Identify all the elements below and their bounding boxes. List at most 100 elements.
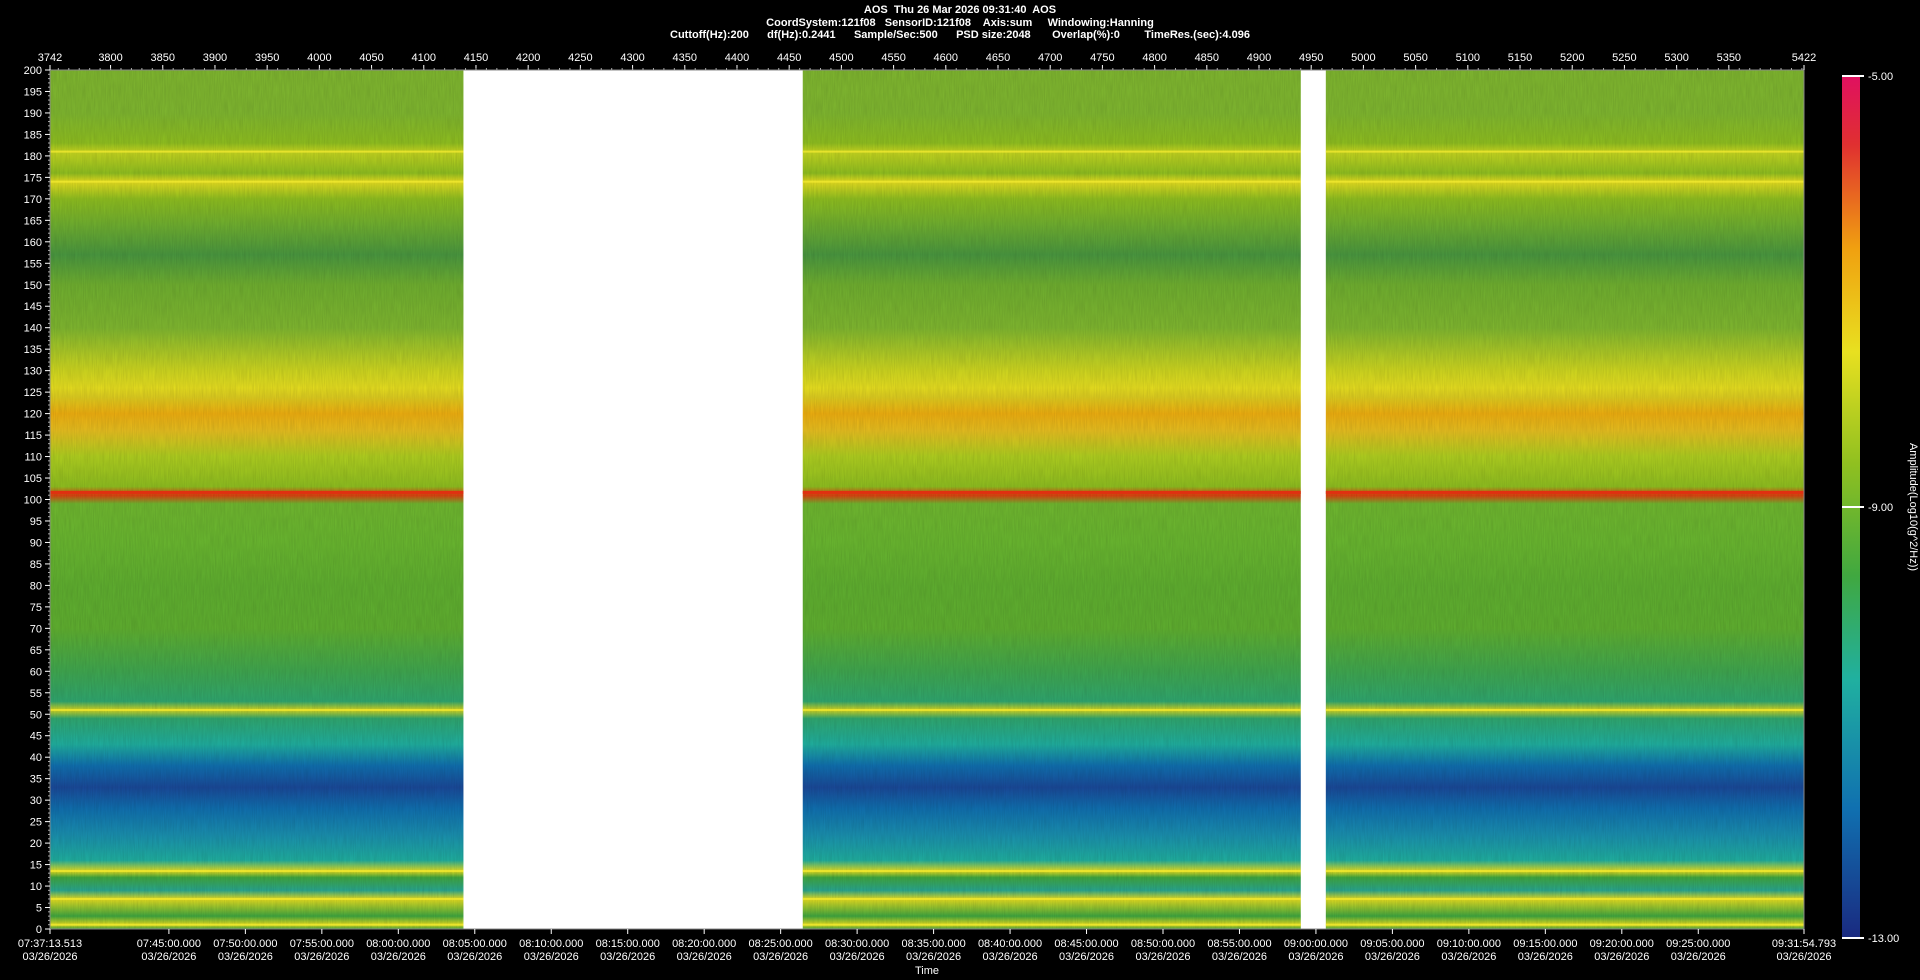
x-time-tick-label: 08:05:00.000 — [443, 938, 507, 950]
x-time-tick-label: 08:15:00.000 — [596, 938, 660, 950]
y-tick-label: 115 — [24, 430, 42, 442]
y-tick-label: 120 — [24, 409, 42, 421]
x-date-tick-label: 03/26/2026 — [371, 951, 426, 963]
x-date-tick-label: 03/26/2026 — [1441, 951, 1496, 963]
x-top-tick-label: 4550 — [881, 52, 905, 64]
x-date-tick-label: 03/26/2026 — [1059, 951, 1114, 963]
y-tick-label: 50 — [30, 709, 42, 721]
y-tick-label: 60 — [30, 666, 42, 678]
y-tick-label: 125 — [24, 387, 42, 399]
x-time-tick-label: 09:15:00.000 — [1513, 938, 1577, 950]
x-top-tick-label: 4350 — [673, 52, 697, 64]
x-top-tick-label: 5250 — [1612, 52, 1636, 64]
spectrogram-segment-2 — [802, 70, 1301, 929]
x-top-tick-label: 3800 — [98, 52, 122, 64]
x-time-tick-label: 08:25:00.000 — [749, 938, 813, 950]
x-top-tick-label: 4500 — [829, 52, 853, 64]
x-time-tick-label: 09:31:54.793 — [1772, 938, 1836, 950]
y-tick-label: 200 — [24, 65, 42, 77]
x-top-tick-label: 3742 — [38, 52, 62, 64]
colorbar-tick-label: -5.00 — [1868, 71, 1893, 83]
y-tick-label: 0 — [36, 924, 42, 936]
x-top-tick-label: 4950 — [1299, 52, 1323, 64]
y-tick-label: 35 — [30, 774, 42, 786]
colorbar-label: Amplitude(Log10(g^2/Hz)) — [1907, 443, 1919, 571]
x-date-tick-label: 03/26/2026 — [218, 951, 273, 963]
x-time-tick-label: 08:45:00.000 — [1054, 938, 1118, 950]
x-time-tick-label: 08:35:00.000 — [901, 938, 965, 950]
x-date-tick-label: 03/26/2026 — [1776, 951, 1831, 963]
y-tick-label: 45 — [30, 731, 42, 743]
y-tick-label: 185 — [24, 129, 42, 141]
band-line — [1325, 180, 1804, 183]
y-tick-label: 195 — [24, 86, 42, 98]
x-top-tick-label: 4850 — [1195, 52, 1219, 64]
x-date-tick-label: 03/26/2026 — [1212, 951, 1267, 963]
x-top-tick-label: 4250 — [568, 52, 592, 64]
band-line — [1325, 923, 1804, 926]
spectrogram-texture — [1325, 70, 1804, 929]
band-line-101hz — [1325, 490, 1804, 494]
x-top-tick-label: 4600 — [934, 52, 958, 64]
y-tick-label: 85 — [30, 559, 42, 571]
x-time-tick-label: 07:37:13.513 — [18, 938, 82, 950]
y-tick-label: 5 — [36, 903, 42, 915]
x-time-tick-label: 08:10:00.000 — [519, 938, 583, 950]
x-top-tick-label: 3850 — [151, 52, 175, 64]
chart-subtitle-config: CoordSystem:121f08 SensorID:121f08 Axis:… — [766, 17, 1154, 29]
spectrogram-texture — [50, 70, 464, 929]
x-date-tick-label: 03/26/2026 — [1288, 951, 1343, 963]
band-line — [50, 923, 464, 926]
y-tick-label: 140 — [24, 323, 42, 335]
x-date-tick-label: 03/26/2026 — [1135, 951, 1190, 963]
x-top-tick-label: 4100 — [412, 52, 436, 64]
y-tick-label: 15 — [30, 860, 42, 872]
y-tick-label: 25 — [30, 817, 42, 829]
band-line — [1325, 870, 1804, 873]
x-time-tick-label: 07:45:00.000 — [137, 938, 201, 950]
x-date-tick-label: 03/26/2026 — [1365, 951, 1420, 963]
x-time-tick-label: 08:20:00.000 — [672, 938, 736, 950]
x-date-tick-label: 03/26/2026 — [524, 951, 579, 963]
band-line — [802, 708, 1301, 711]
y-tick-label: 160 — [24, 237, 42, 249]
x-time-tick-label: 07:55:00.000 — [290, 938, 354, 950]
x-date-tick-label: 03/26/2026 — [22, 951, 77, 963]
x-top-tick-label: 4800 — [1142, 52, 1166, 64]
y-tick-label: 150 — [24, 280, 42, 292]
x-time-tick-label: 09:05:00.000 — [1360, 938, 1424, 950]
x-top-tick-label: 5150 — [1508, 52, 1532, 64]
band-line-101hz — [50, 490, 464, 494]
x-date-tick-label: 03/26/2026 — [1671, 951, 1726, 963]
x-time-tick-label: 08:40:00.000 — [978, 938, 1042, 950]
y-tick-label: 95 — [30, 516, 42, 528]
y-tick-label: 30 — [30, 795, 42, 807]
x-time-tick-label: 09:20:00.000 — [1590, 938, 1654, 950]
x-date-tick-label: 03/26/2026 — [447, 951, 502, 963]
spectrogram-texture — [802, 70, 1301, 929]
y-tick-label: 130 — [24, 366, 42, 378]
y-tick-label: 100 — [24, 495, 42, 507]
band-line — [802, 180, 1301, 183]
spectrogram-segment-1 — [50, 70, 464, 929]
colorbar-tick-label: -9.00 — [1868, 502, 1893, 514]
x-time-tick-label: 08:55:00.000 — [1207, 938, 1271, 950]
x-top-tick-label: 4750 — [1090, 52, 1114, 64]
x-top-tick-label: 4700 — [1038, 52, 1062, 64]
y-tick-label: 10 — [30, 881, 42, 893]
x-top-tick-label: 5000 — [1351, 52, 1375, 64]
x-time-tick-label: 09:10:00.000 — [1437, 938, 1501, 950]
y-tick-label: 55 — [30, 688, 42, 700]
x-top-tick-label: 4050 — [359, 52, 383, 64]
x-time-tick-label: 08:50:00.000 — [1131, 938, 1195, 950]
x-top-tick-label: 5300 — [1664, 52, 1688, 64]
x-date-tick-label: 03/26/2026 — [983, 951, 1038, 963]
y-tick-label: 75 — [30, 602, 42, 614]
band-line — [802, 923, 1301, 926]
band-line — [802, 897, 1301, 900]
band-line — [802, 150, 1301, 153]
y-tick-label: 105 — [24, 473, 42, 485]
x-date-tick-label: 03/26/2026 — [141, 951, 196, 963]
x-top-tick-label: 4200 — [516, 52, 540, 64]
